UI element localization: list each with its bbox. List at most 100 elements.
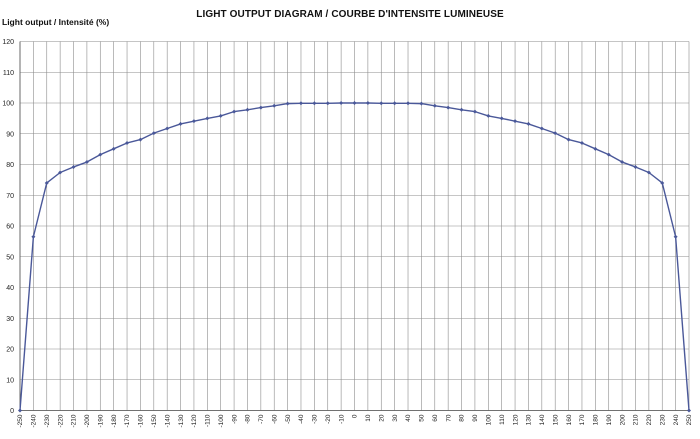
data-point bbox=[125, 140, 130, 145]
x-tick-label: -130 bbox=[178, 414, 185, 427]
x-tick-label: -50 bbox=[285, 414, 292, 424]
x-tick-label: -150 bbox=[151, 414, 158, 427]
data-point bbox=[379, 101, 384, 106]
data-point bbox=[44, 180, 49, 185]
x-tick-label: 210 bbox=[633, 414, 640, 425]
x-tick-label: 60 bbox=[432, 414, 439, 422]
data-point bbox=[673, 234, 678, 239]
data-point bbox=[218, 113, 223, 118]
x-tick-label: -140 bbox=[164, 414, 171, 427]
x-tick-label: 90 bbox=[472, 414, 479, 422]
x-tick-label: 40 bbox=[405, 414, 412, 422]
x-tick-label: -40 bbox=[298, 414, 305, 424]
x-tick-label: 130 bbox=[526, 414, 533, 425]
y-tick-label: 0 bbox=[10, 408, 14, 415]
data-point bbox=[285, 101, 290, 106]
data-point bbox=[432, 103, 437, 108]
data-point bbox=[191, 119, 196, 124]
x-tick-label: -30 bbox=[312, 414, 319, 424]
x-tick-label: 0 bbox=[352, 414, 359, 418]
data-point bbox=[513, 119, 518, 124]
data-point bbox=[232, 109, 237, 114]
data-point bbox=[660, 180, 665, 185]
y-tick-label: 120 bbox=[2, 39, 14, 46]
x-tick-label: 200 bbox=[619, 414, 626, 425]
x-tick-label: 160 bbox=[566, 414, 573, 425]
data-point bbox=[633, 164, 638, 169]
chart-title: LIGHT OUTPUT DIAGRAM / COURBE D'INTENSIT… bbox=[196, 9, 504, 20]
y-tick-label: 70 bbox=[6, 193, 14, 200]
x-tick-label: -190 bbox=[97, 414, 104, 427]
y-tick-label: 80 bbox=[6, 162, 14, 169]
x-tick-label: 180 bbox=[593, 414, 600, 425]
x-tick-label: 30 bbox=[392, 414, 399, 422]
x-tick-label: -220 bbox=[57, 414, 64, 427]
x-tick-label: 110 bbox=[499, 414, 506, 425]
grid bbox=[19, 41, 690, 411]
x-tick-label: -200 bbox=[84, 414, 91, 427]
data-point bbox=[84, 160, 89, 165]
data-point bbox=[472, 109, 477, 114]
x-tick-label: -160 bbox=[138, 414, 145, 427]
data-point bbox=[71, 164, 76, 169]
x-tick-label: 50 bbox=[419, 414, 426, 422]
data-point bbox=[593, 146, 598, 151]
data-point bbox=[31, 234, 36, 239]
data-point bbox=[526, 121, 531, 126]
y-tick-label: 40 bbox=[6, 285, 14, 292]
data-point bbox=[553, 131, 558, 136]
data-point bbox=[312, 101, 317, 106]
x-tick-label: 150 bbox=[552, 414, 559, 425]
x-tick-label: -60 bbox=[271, 414, 278, 424]
data-point bbox=[539, 126, 544, 131]
data-point bbox=[486, 113, 491, 118]
x-tick-label: 80 bbox=[459, 414, 466, 422]
data-point bbox=[646, 170, 651, 175]
x-tick-label: -90 bbox=[231, 414, 238, 424]
y-tick-label: 30 bbox=[6, 316, 14, 323]
data-point bbox=[419, 101, 424, 106]
x-tick-label: -240 bbox=[31, 414, 38, 427]
x-tick-label: 190 bbox=[606, 414, 613, 425]
x-tick-label: -210 bbox=[71, 414, 78, 427]
data-point bbox=[151, 131, 156, 136]
x-tick-label: 140 bbox=[539, 414, 546, 425]
data-point bbox=[272, 103, 277, 108]
x-tick-label: -20 bbox=[325, 414, 332, 424]
x-tick-labels: -250 -240 -230 -220 -210 -200 -190 -180 -170 -160… bbox=[17, 414, 693, 427]
data-point bbox=[18, 408, 22, 413]
data-point bbox=[446, 105, 451, 110]
data-point bbox=[339, 101, 344, 105]
x-tick-label: -230 bbox=[44, 414, 51, 427]
data-point bbox=[138, 137, 143, 142]
x-tick-label: 250 bbox=[686, 414, 693, 425]
data-point bbox=[245, 107, 250, 112]
data-point bbox=[325, 101, 330, 106]
data-point bbox=[579, 140, 584, 145]
y-tick-label: 110 bbox=[3, 70, 14, 77]
axes bbox=[19, 41, 689, 411]
x-tick-label: -10 bbox=[338, 414, 345, 424]
data-point bbox=[298, 101, 303, 106]
data-point bbox=[499, 116, 504, 121]
series-group bbox=[18, 101, 691, 413]
y-tick-label: 50 bbox=[6, 254, 14, 261]
x-tick-label: 220 bbox=[646, 414, 653, 425]
data-point bbox=[687, 408, 691, 413]
x-tick-label: -120 bbox=[191, 414, 198, 427]
x-tick-label: 230 bbox=[659, 414, 666, 425]
x-tick-label: 120 bbox=[512, 414, 519, 425]
x-tick-label: 100 bbox=[486, 414, 493, 425]
x-tick-label: -250 bbox=[17, 414, 24, 427]
x-tick-label: -180 bbox=[111, 414, 118, 427]
x-tick-label: 240 bbox=[673, 414, 680, 425]
data-point bbox=[98, 152, 103, 157]
data-point bbox=[111, 146, 116, 151]
y-tick-label: 20 bbox=[6, 347, 14, 354]
data-point bbox=[58, 170, 63, 175]
x-tick-label: -100 bbox=[218, 414, 225, 427]
data-point bbox=[392, 101, 397, 106]
x-tick-label: -170 bbox=[124, 414, 131, 427]
data-point bbox=[606, 152, 611, 157]
